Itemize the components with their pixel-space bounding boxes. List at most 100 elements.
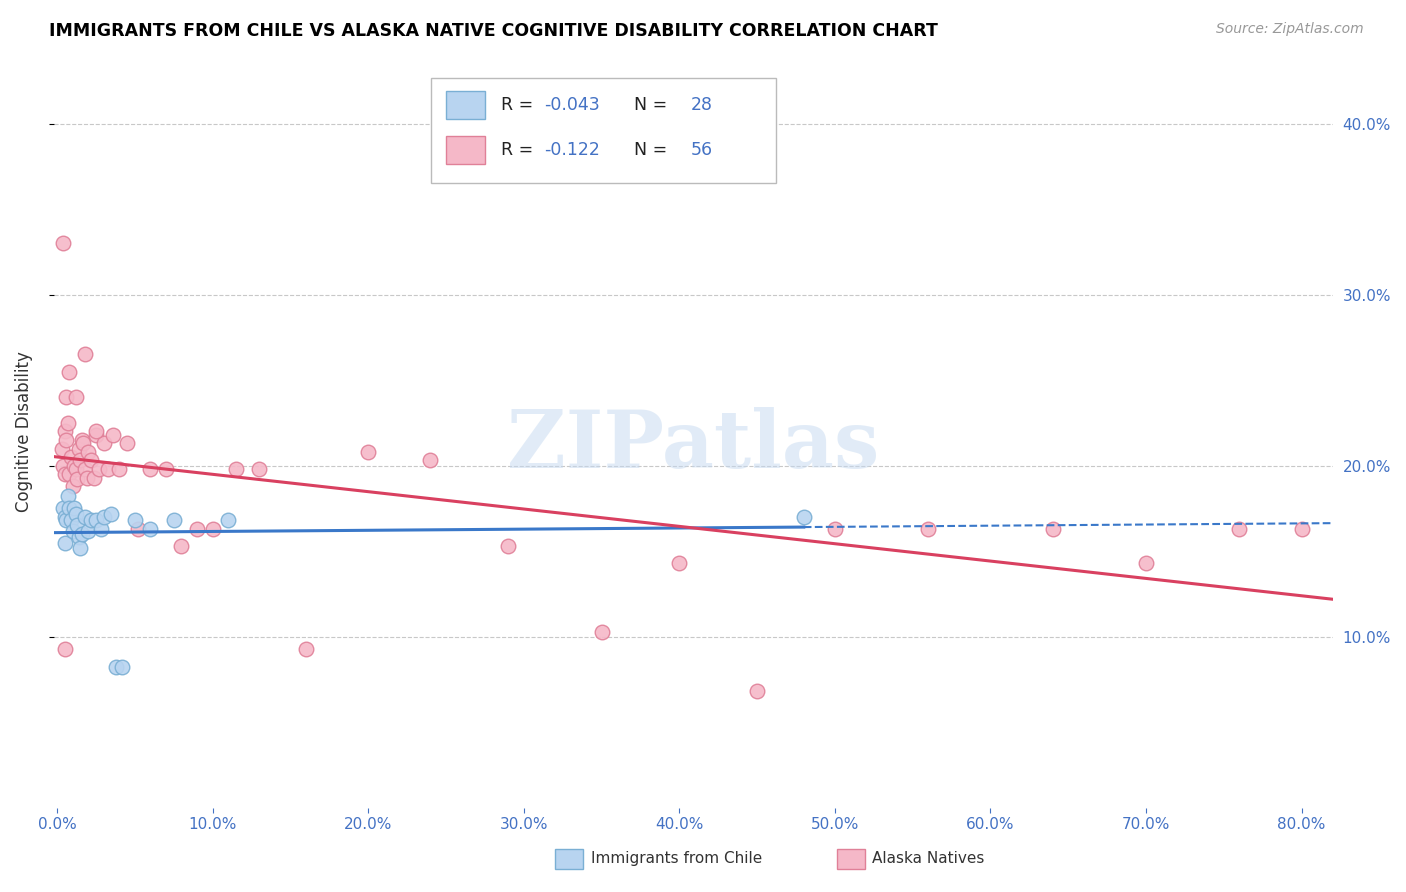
Point [67, 531, 90, 545]
Point [53, 510, 76, 524]
Point [55, 513, 77, 527]
Point [56, 416, 79, 430]
Point [496, 539, 519, 553]
Point [139, 522, 162, 536]
Point [217, 513, 239, 527]
Point [419, 453, 441, 467]
Point [591, 624, 613, 639]
Point [73, 462, 96, 476]
Point [51, 442, 73, 456]
Point [89, 522, 111, 536]
Point [77, 445, 100, 459]
Point [108, 462, 131, 476]
Point [97, 462, 120, 476]
Point [69, 453, 91, 467]
Point [1229, 522, 1251, 536]
FancyBboxPatch shape [447, 90, 485, 120]
Point [65, 507, 87, 521]
Text: N =: N = [623, 141, 672, 159]
Point [1291, 522, 1313, 536]
Point [62, 479, 84, 493]
Point [53, 641, 76, 656]
Point [65, 390, 87, 404]
Point [155, 462, 177, 476]
Point [52, 458, 75, 473]
Point [69, 541, 91, 555]
Y-axis label: Cognitive Disability: Cognitive Disability [15, 351, 32, 512]
Point [1042, 522, 1064, 536]
Point [52, 501, 75, 516]
Point [59, 513, 82, 527]
Point [59, 450, 82, 464]
Point [917, 522, 939, 536]
Point [55, 390, 77, 404]
Point [115, 436, 138, 450]
Point [101, 427, 124, 442]
Point [111, 660, 134, 674]
Point [93, 510, 115, 524]
Point [357, 445, 380, 459]
Text: R =: R = [502, 141, 544, 159]
Point [56, 490, 79, 504]
Point [170, 539, 193, 553]
Point [55, 433, 77, 447]
Text: R =: R = [502, 95, 540, 114]
Point [84, 425, 107, 439]
Point [93, 436, 115, 450]
Point [668, 556, 690, 570]
Point [824, 522, 846, 536]
Point [53, 467, 76, 482]
Point [72, 436, 94, 450]
Point [80, 453, 103, 467]
Point [63, 501, 86, 516]
Point [53, 535, 76, 549]
Point [745, 684, 768, 698]
Point [58, 467, 80, 482]
Point [1135, 556, 1157, 570]
Text: Alaska Natives: Alaska Natives [872, 851, 984, 865]
Text: Source: ZipAtlas.com: Source: ZipAtlas.com [1216, 22, 1364, 37]
Point [58, 365, 80, 379]
Point [105, 660, 128, 674]
Point [77, 524, 100, 538]
Text: IMMIGRANTS FROM CHILE VS ALASKA NATIVE COGNITIVE DISABILITY CORRELATION CHART: IMMIGRANTS FROM CHILE VS ALASKA NATIVE C… [49, 22, 938, 40]
Text: Immigrants from Chile: Immigrants from Chile [591, 851, 762, 865]
Text: 28: 28 [690, 95, 713, 114]
FancyBboxPatch shape [432, 78, 776, 183]
Point [53, 425, 76, 439]
Point [70, 527, 93, 541]
Point [66, 472, 89, 486]
Point [63, 458, 86, 473]
Point [65, 462, 87, 476]
Point [124, 513, 146, 527]
Point [295, 641, 318, 656]
Point [162, 513, 184, 527]
Point [67, 442, 90, 456]
Point [70, 433, 93, 447]
Point [186, 522, 208, 536]
Point [793, 510, 815, 524]
Point [66, 518, 89, 533]
Point [76, 470, 98, 484]
FancyBboxPatch shape [447, 136, 485, 164]
Point [73, 347, 96, 361]
Text: -0.043: -0.043 [544, 95, 599, 114]
Point [62, 524, 84, 538]
Point [83, 470, 105, 484]
Point [84, 427, 107, 442]
Text: 56: 56 [690, 141, 713, 159]
Text: N =: N = [623, 95, 672, 114]
Point [139, 462, 162, 476]
Point [84, 513, 107, 527]
Point [58, 501, 80, 516]
Point [247, 462, 270, 476]
Point [87, 462, 110, 476]
Point [100, 507, 122, 521]
Text: ZIPatlas: ZIPatlas [508, 408, 879, 485]
Point [73, 510, 96, 524]
Point [127, 522, 149, 536]
Point [225, 462, 247, 476]
Text: -0.122: -0.122 [544, 141, 599, 159]
Point [80, 513, 103, 527]
Point [201, 522, 224, 536]
